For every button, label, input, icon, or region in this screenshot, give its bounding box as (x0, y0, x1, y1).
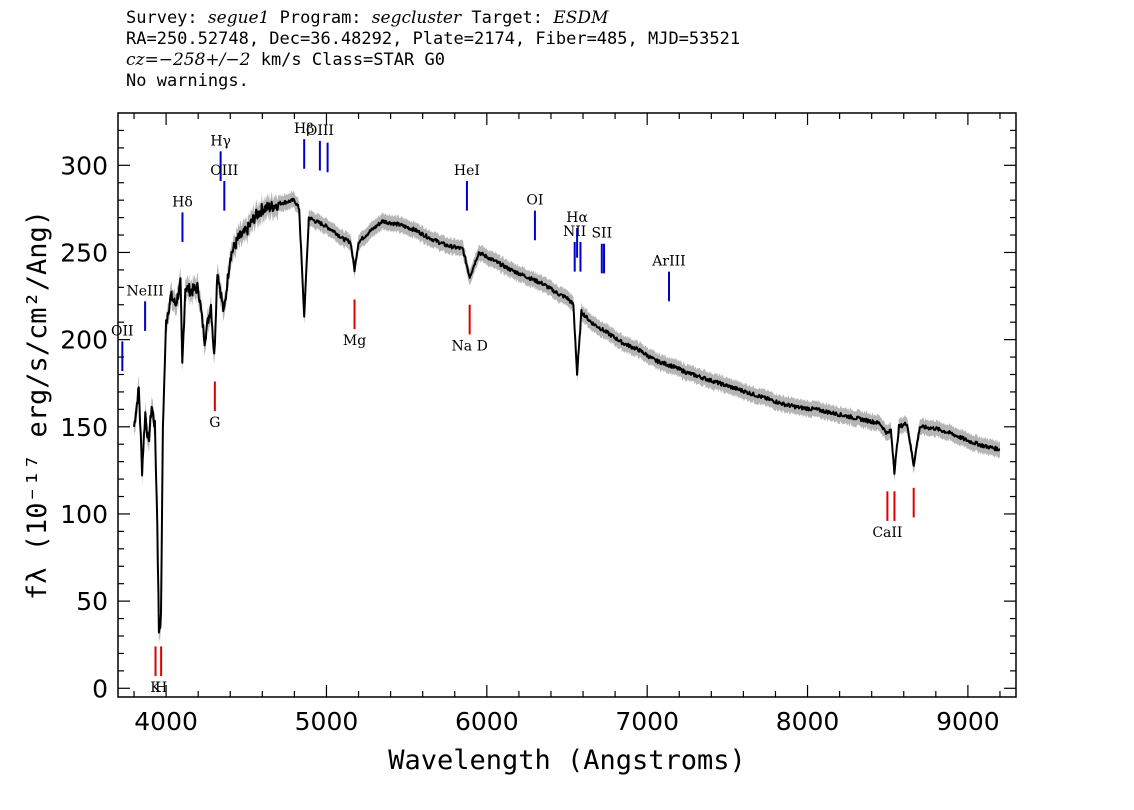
line-label-4959: OIII (306, 123, 334, 139)
error-band-layer (134, 190, 1000, 643)
program-label: Program: (279, 8, 362, 28)
y-tick-label: 250 (60, 238, 108, 267)
line-label-4861: Hβ (294, 121, 314, 137)
line-label-6563: Hα (566, 210, 588, 226)
y-tick-label: 100 (60, 500, 108, 529)
x-axis: 4000 5000 6000 7000 8000 9000 (133, 113, 1001, 736)
line-label-7136: ArIII (651, 254, 685, 270)
header-line-warnings: No warnings. (126, 71, 249, 91)
y-tick-label: 200 (60, 326, 108, 355)
x-tick-label: 6000 (455, 707, 519, 736)
survey-label: Survey: (126, 8, 198, 28)
header-line-redshift: cz=−258+/−2 km/s Class=STAR G0 (126, 50, 740, 71)
line-label-5175: Mg (343, 333, 366, 349)
redshift-value: cz=−258+/−2 (126, 50, 251, 70)
line-label-4304: G (209, 415, 220, 431)
line-label-5893: Na D (452, 338, 488, 354)
x-tick-label: 8000 (776, 707, 840, 736)
header-line-coordinates: RA=250.52748, Dec=36.48292, Plate=2174, … (126, 29, 741, 49)
survey-value: segue1 (207, 8, 270, 28)
plot-frame (117, 112, 1017, 698)
line-label-4363: OIII (210, 163, 238, 179)
class-value: km/s Class=STAR G0 (260, 50, 445, 70)
x-tick-label: 4000 (134, 707, 198, 736)
line-label-8498: CaII (872, 525, 902, 541)
line-label-5876: HeI (454, 163, 480, 179)
x-tick-label: 9000 (936, 707, 1000, 736)
spectrum-layer (133, 197, 1001, 634)
flux-spectrum-line (133, 197, 1001, 634)
target-label: Target: (471, 8, 544, 28)
header-line-survey: Survey: segue1 Program: segcluster Targe… (126, 8, 740, 29)
x-tick-label: 5000 (295, 707, 359, 736)
target-value: ESDM (553, 8, 609, 28)
y-tick-label: 150 (60, 413, 108, 442)
y-tick-label: 50 (76, 587, 108, 616)
x-axis-title: Wavelength (Angstroms) (388, 745, 746, 776)
line-label-3969: H (155, 680, 167, 696)
line-label-4340: Hγ (210, 133, 231, 149)
y-axis: 0 50 100 150 200 250 300 (60, 129, 1016, 703)
line-label-3934: K (150, 680, 161, 696)
y-axis-title: fλ (10⁻¹⁷ erg/s/cm²/Ang) (22, 210, 53, 600)
x-tick-label: 7000 (615, 707, 679, 736)
line-label-6548: NII (563, 224, 586, 240)
program-value: segcluster (371, 8, 462, 28)
line-label-3869: NeIII (127, 283, 164, 299)
line-label-6300: OI (526, 193, 543, 209)
spectrum-header: Survey: segue1 Program: segcluster Targe… (126, 8, 740, 92)
y-tick-label: 300 (60, 151, 108, 180)
y-tick-label: 0 (92, 674, 108, 703)
line-label-3727: OII (111, 323, 134, 339)
line-label-6717: SII (591, 226, 612, 242)
line-label-4102: Hδ (172, 194, 193, 210)
flux-error-band (134, 190, 1000, 643)
